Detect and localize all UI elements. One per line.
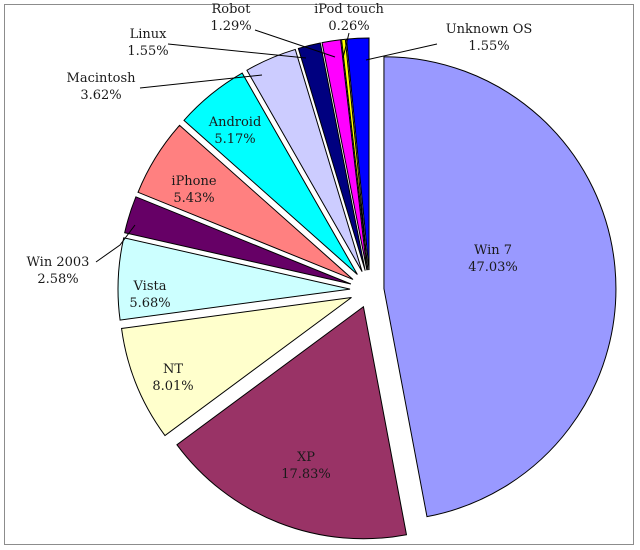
pie-slice-iphone (137, 124, 354, 280)
pie-slice-win-2003 (124, 196, 352, 285)
pie-slice-robot (321, 39, 368, 271)
data-label-nt: NT 8.01% (152, 362, 193, 394)
data-label-win-7: Win 7 47.03% (468, 243, 518, 275)
leader-line-linux (167, 43, 307, 59)
data-label-ipod-touch: iPod touch 0.26% (314, 2, 384, 34)
pie-slice-win-7 (383, 56, 617, 518)
data-label-xp: XP 17.83% (281, 450, 331, 482)
data-label-android: Android 5.17% (208, 115, 262, 147)
leader-line-win-2003 (95, 224, 136, 263)
pie-slice-linux (297, 42, 366, 271)
data-label-unknown-os: Unknown OS 1.55% (446, 22, 533, 54)
pie-slice-ipod-touch (341, 38, 369, 271)
leader-line-robot (254, 29, 336, 58)
pie-slice-android (183, 72, 358, 275)
pie-slice-nt (120, 297, 352, 437)
pie-slice-macintosh (246, 48, 363, 272)
data-label-win-2003: Win 2003 2.58% (27, 255, 90, 287)
data-label-macintosh: Macintosh 3.62% (67, 71, 137, 103)
pie-slice-vista (117, 237, 351, 321)
pie-slice-xp (176, 305, 408, 540)
data-label-linux: Linux 1.55% (127, 27, 168, 59)
leader-line-unknown-os (365, 43, 438, 61)
data-label-robot: Robot 1.29% (210, 2, 251, 34)
pie-slice-unknown-os (345, 37, 370, 271)
leader-line-macintosh (139, 74, 263, 89)
data-label-iphone: iPhone 5.43% (171, 174, 216, 206)
leader-line-ipod-touch (342, 32, 350, 59)
data-label-vista: Vista 5.68% (129, 279, 170, 311)
